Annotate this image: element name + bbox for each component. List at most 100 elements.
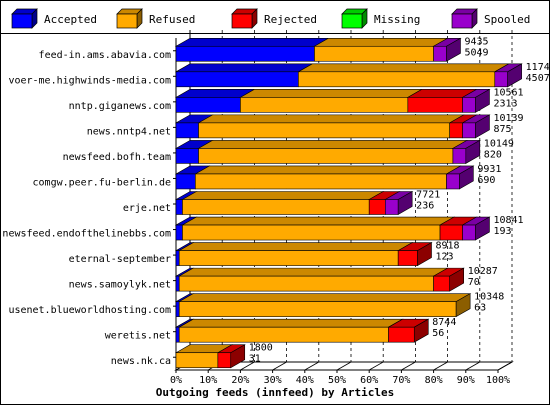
bar-segment-refused-top [178,267,449,277]
bar-segment-rejected [388,326,415,343]
value-label-refused: 5049 [464,47,488,58]
grid-floor-line [433,361,448,371]
legend-swatch-refused [116,13,138,29]
value-label-accepted: 10348 [474,292,504,303]
bar-side [446,37,461,62]
bar-segment-spooled [462,122,476,139]
bar-side [417,242,432,267]
bar-segment-refused-top [181,191,385,200]
x-tick-label: 60% [360,375,378,386]
bar-segment-refused [178,326,389,343]
bar-segment-accepted-top [174,37,330,47]
bar-segment-refused [178,275,434,292]
bar-segment-refused-top [178,318,404,328]
bar-segment-refused-top [197,114,465,124]
bar-segment-refused [298,71,496,88]
x-tick-label: 100% [486,375,510,386]
grid-floor-line [465,361,480,371]
bar-side [397,190,413,216]
bar-segment-spooled [452,148,467,164]
bar-segment-rejected [439,224,463,241]
bar-segment-refused [175,352,219,369]
bar-segment-accepted [175,122,199,139]
category-label-news-nntp4-net: news.nntp4.net [87,126,171,137]
legend-label-accepted: Accepted [44,13,97,26]
bar-segment-refused [314,45,434,62]
bar-side [475,88,490,113]
bar-segment-accepted [175,148,199,164]
value-label-refused: 690 [477,175,495,186]
category-label-erje-net: erje.net [123,203,171,214]
bar-segment-accepted [175,326,180,343]
x-tick-label: 80% [425,375,443,386]
value-label-accepted: 9435 [464,36,488,47]
bar-segment-refused [198,122,450,139]
bar-segment-spooled [384,199,399,215]
value-label-accepted: 8744 [432,317,456,328]
plot-area: 0% 10% 20% 30% 40% 50% 60% 70% 80% 90% 100% feed-in… [2,30,550,386]
bar-segment-refused-top [178,242,414,251]
legend-label-spooled: Spooled [484,13,530,26]
bar-segment-refused-top [194,165,462,175]
value-label-accepted: 9931 [477,164,501,175]
value-label-refused: 875 [493,124,511,135]
legend-swatch-accepted [11,13,33,29]
category-label-usenet-blueworldhosting-com: usenet.blueworldhosting.com [8,305,171,316]
bar-segment-refused-top [178,293,472,302]
grid-floor-line [497,361,513,371]
bar-segment-refused-top [239,89,423,98]
legend-swatch-missing [341,13,363,29]
value-label-accepted: 10287 [468,266,498,277]
bar-segment-refused [198,148,454,164]
bar-segment-refused [182,224,441,241]
grid-floor-line [369,361,384,371]
category-label-feed-in-ams-abavia-com: feed-in.ams.abavia.com [39,50,171,61]
value-label-refused: 31 [249,354,261,365]
value-label-accepted: 10841 [493,215,523,226]
x-tick-label: 40% [296,375,314,386]
value-label-accepted: 11746 [526,62,550,73]
bar-segment-rejected [217,352,232,369]
legend-swatch-spooled [451,13,473,29]
bar-side [413,318,429,343]
category-label-news-samoylyk-net: news.samoylyk.net [69,280,171,291]
category-label-comgw-peer-fu-berlin-de: comgw.peer.fu-berlin.de [33,177,171,188]
value-label-refused: 2313 [493,98,517,109]
category-label-newsfeed-bofh-team: newsfeed.bofh.team [63,152,171,163]
bar-segment-rejected [407,97,463,113]
legend-label-rejected: Rejected [264,13,317,26]
bar-side [465,139,481,164]
bar-segment-accepted [175,224,183,241]
x-tick-label: 10% [199,375,217,386]
category-label-nntp-giganews-com: nntp.giganews.com [69,101,171,112]
bar-segment-rejected [433,275,451,292]
category-label-eternal-september: eternal-september [69,254,171,265]
bar-segment-refused [178,250,399,266]
bar-segment-accepted-top [174,63,314,73]
bar-side [475,114,490,139]
bar-segment-accepted [175,71,299,88]
bar-side [230,344,246,369]
bar-side [455,293,471,318]
bar-side [507,63,522,88]
value-label-refused: 236 [416,201,434,212]
value-label-accepted: 10561 [493,87,523,98]
bar-side [459,165,474,190]
value-label-refused: 56 [432,328,444,339]
bar-segment-rejected [397,250,418,266]
value-label-refused: 193 [493,226,511,237]
bar-segment-refused-top [297,63,510,73]
bar-segment-spooled [446,173,460,190]
bar-segment-accepted [175,173,196,190]
bar-segment-refused [182,199,370,215]
bar-segment-accepted [175,45,315,62]
bar-segment-accepted [175,97,241,113]
grid-floor-line [401,361,416,371]
bar-side [475,216,490,241]
value-label-accepted: 10149 [484,138,514,149]
value-label-refused: 70 [468,277,480,288]
value-label-refused: 820 [484,149,502,160]
bar-segment-rejected [449,122,463,139]
